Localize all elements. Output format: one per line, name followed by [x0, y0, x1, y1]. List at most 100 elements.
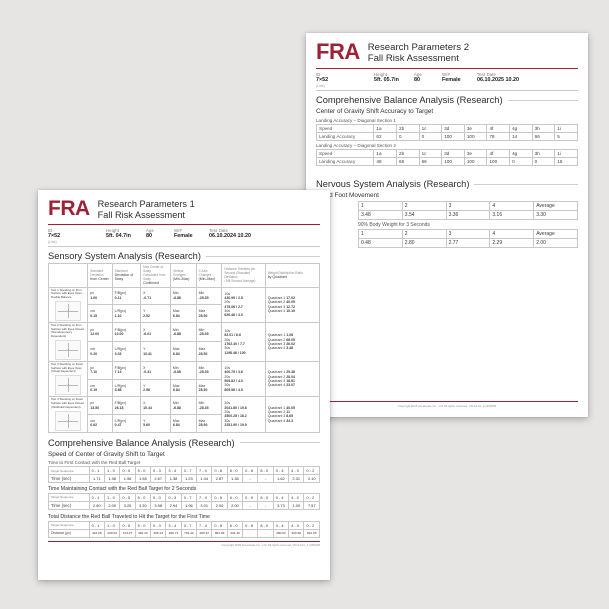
demo-id-value: 7×52 [316, 76, 329, 83]
sensory-quadrants-3: Quadrant 1 29.38 Quadrant 2 28.04 Quadra… [264, 360, 321, 398]
table-row: Landing Accuracy 48 66 66 100 100 100 0 … [315, 157, 578, 167]
fra-logo: FRA [48, 197, 90, 220]
tbl3-title: Total Distance the Red Ball Traveled to … [48, 513, 210, 520]
subsection-cog-accuracy: Center of Gravity Shift Accuracy to Targ… [316, 108, 434, 116]
table-row: Distance (px) 442.08 230.04 473.27 481.10 … [48, 528, 320, 538]
sensory-condition-4: Test 4 Standing on Foam Surface with Eye… [47, 396, 89, 433]
cog-sway-diagram [55, 375, 82, 396]
header-divider [316, 67, 578, 69]
demo-id-label: ID [316, 71, 321, 77]
sensory-distance-1: 10s 430.99 / 2.5 20s 475.06 / 2.7 30s 620.4… [221, 286, 266, 323]
cog-sway-diagram [55, 410, 82, 431]
table-row: Test 4 Standing on Foam Surface with Eye… [47, 396, 321, 433]
demo-test-date-value: 06.10.2024 10.20 [209, 233, 251, 240]
report-page-research-parameters-1[interactable]: FRA Research Parameters 1 Fall Risk Asse… [38, 190, 330, 580]
landing-accuracy-table-2: Speed 1a 2b 1c 3d 3e 4f 4g 3h 1i Landing… [315, 149, 578, 167]
col-sd-from-center: Standard Deviation from Center [87, 263, 113, 288]
col-max-center-of-sway: Max Center of Sway Calculated from Sway … [140, 263, 171, 288]
demo-height-label: Height [106, 227, 120, 233]
section-title-comprehensive-balance: Comprehensive Balance Analysis (Research… [48, 438, 320, 448]
tbl2-title: Time Maintaining Contact with the Red Ba… [48, 485, 197, 492]
sensory-condition-2: Test 2 Standing on Firm Surface with Eye… [47, 321, 89, 362]
sensory-condition-1: Test 1 Standing on Firm Surface with Eye… [47, 286, 89, 323]
landing2-title: Landing Accuracy – Diagonal Section 2 [316, 143, 396, 149]
demo-height: Height 5ft. 05.7in [374, 72, 414, 88]
table-row: 1 2 3 4 Average [358, 229, 578, 240]
page-title-line1: Research Parameters 2 [367, 42, 470, 53]
subsection-rapid-foot-movement: Rapid Foot Movement [316, 192, 379, 200]
header-divider [48, 223, 320, 225]
col-condition [47, 263, 89, 288]
cog-sway-diagram [55, 339, 82, 360]
subsection-speed-of-cog: Speed of Center of Gravity Shift to Targ… [48, 450, 165, 458]
demo-height-value: 5ft. 04.7in [106, 233, 131, 240]
table-row: Time (sec) 2.60 2.00 3.25 3.30 3.58 2.94 1.… [48, 500, 320, 510]
demo-id-label: ID [48, 227, 53, 233]
body-weight-3s-table: 1 2 3 4 Average 0.48 2.80 2.77 2.29 2.00 [358, 229, 578, 249]
section-title-sensory-system: Sensory System Analysis (Research) [48, 251, 320, 261]
table-row: Test 1 Standing on Firm Surface with Eye… [47, 286, 321, 323]
rapid-foot-movement-table: 1 2 3 4 Average 3.48 3.54 3.36 3.16 3.30 [358, 200, 578, 220]
demo-height-label: Height [374, 71, 388, 77]
section-title-comprehensive-balance: Comprehensive Balance Analysis (Research… [316, 95, 578, 105]
landing1-title: Landing Accuracy – Diagonal Section 1 [316, 117, 396, 123]
demo-sex-label: W/F [442, 71, 451, 77]
footer-divider [316, 401, 578, 402]
table-row: cm 0.19 L/R(px) 3.68 Y 2.56 Max 6.84 Max 28.5… [49, 378, 320, 398]
demo-sex: W/F Female [174, 228, 209, 244]
demo-id: ID 7×52 (Line) [316, 72, 374, 88]
demographics-strip: ID 7×52 (Line) Height 5ft. 05.7in Age 80… [316, 69, 578, 92]
copyright-notice: Copyright 2025 Accelerate Co., Ltd. All … [397, 404, 497, 408]
page-title-line2: Fall Risk Assessment [367, 53, 459, 65]
table-row: Time (sec) 1.71 1.98 1.96 1.98 2.67 1.38 1.… [48, 474, 320, 483]
demo-age-value: 80 [414, 76, 420, 83]
cog-sway-diagram [55, 300, 82, 321]
sensory-distance-2: 10s 82.01 / 6.6 20s 1762.40 / 7.7 30s 1198.… [221, 321, 266, 362]
page-title: Research Parameters 1 Fall Risk Assessme… [98, 198, 195, 221]
demo-test-date-label: Test Date [209, 227, 229, 233]
page-header-back: FRA Research Parameters 2 Fall Risk Asse… [316, 41, 578, 65]
tbl1-title: Time to First Contact with the Red Ball … [48, 460, 141, 465]
sensory-quadrants-1: Quadrant 1 17.02 Quadrant 2 40.05 Quadra… [264, 286, 321, 323]
demo-sex-value: Female [174, 233, 193, 240]
table-row: 0.48 2.80 2.77 2.29 2.00 [358, 238, 578, 249]
report-page-research-parameters-2[interactable]: FRA Research Parameters 2 Fall Risk Asse… [306, 33, 588, 417]
demo-age: Age 80 [414, 72, 442, 88]
sensory-distance-3: 10s 400.75 / 3.6 20s 505.82 / 4.0 30s 809.5… [221, 360, 266, 398]
sensory-system-analysis-table: Standard Deviation from Center Standard … [47, 263, 321, 433]
demo-age-label: Age [414, 71, 422, 77]
table-row: Speed 1a 2b 1c 3d 3e 4f 4g 3h 1i [315, 123, 578, 133]
demo-sex-label: W/F [174, 227, 183, 233]
demo-test-date-value: 06.10.2025 10.20 [477, 76, 519, 83]
table-row: 3.48 3.54 3.36 3.16 3.30 [358, 209, 578, 220]
demo-id: ID 7×52 (Line) [48, 228, 106, 244]
demo-age-label: Age [146, 227, 154, 233]
demo-age-value: 80 [146, 233, 152, 240]
table-row: Landing Accuracy 62 0 0 100 100 78 14 66… [315, 131, 578, 141]
table-row: cm 0.62 L/R(px) 0.47 Y 5.60 Max 6.84 Max 28.5… [49, 413, 320, 433]
col-vertical-changes: Vertical Changes (Min–Max) [169, 263, 197, 288]
demo-sex: W/F Female [442, 72, 477, 88]
sensory-quadrants-2: Quadrant 1 1.08 Quadrant 2 68.05 Quadran… [264, 321, 321, 362]
demo-id-sub: (Line) [48, 240, 57, 245]
demo-test-date: Test Date 06.10.2024 10.20 [209, 228, 320, 244]
body-weight-title: 90% Body Weight for 3 Seconds [358, 222, 430, 229]
sensory-distance-4: 10s 2041.80 / 19.8 20s 3500.28 / 18.2 30s 2… [221, 396, 266, 433]
table-row: Speed 1a 2b 1c 3d 3e 4f 4g 3h 1i [315, 149, 578, 159]
col-distance-per-second: Distance Traveled per Second (Standard D… [221, 263, 266, 288]
demo-test-date-label: Test Date [477, 71, 497, 77]
page-title-line2: Fall Risk Assessment [97, 209, 185, 220]
sensory-condition-3: Test 3 Standing on Foam Surface with Eye… [47, 360, 89, 398]
table-header-row: Standard Deviation from Center Standard … [47, 263, 321, 288]
page-header-front: FRA Research Parameters 1 Fall Risk Asse… [48, 198, 320, 221]
col-sd-of-sway: Standard Deviation of Sway [111, 263, 142, 288]
demo-height-value: 5ft. 05.7in [374, 76, 399, 83]
landing-accuracy-table-1: Speed 1a 2b 1c 3d 3e 4f 4g 3h 1i Landing… [315, 123, 578, 141]
page-title: Research Parameters 2 Fall Risk Assessme… [368, 41, 469, 65]
copyright-notice: Copyright 2025 Accelerate Co., Ltd. All … [221, 543, 321, 547]
